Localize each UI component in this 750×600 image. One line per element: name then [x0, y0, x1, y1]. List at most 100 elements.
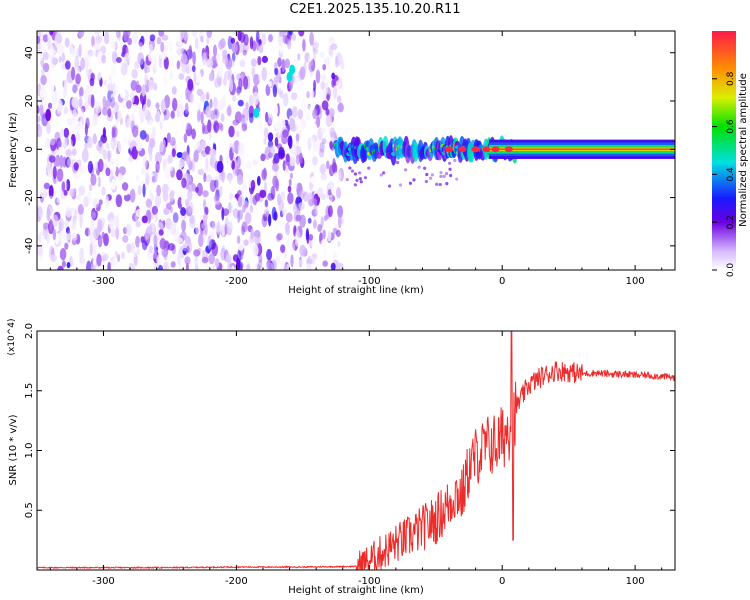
spectrogram-cell — [118, 45, 122, 56]
spectrogram-cell — [268, 34, 273, 43]
spectrogram-cell — [217, 99, 224, 112]
spectrogram-cell — [331, 79, 335, 88]
spectrogram-cell — [108, 218, 116, 230]
spectrogram-cell — [56, 33, 63, 44]
spectrogram-cell — [107, 107, 112, 118]
spectrogram-cell — [439, 174, 443, 179]
spectrogram-cell — [111, 126, 115, 139]
spectrogram-cell — [196, 182, 203, 197]
spectrogram-cell — [163, 74, 168, 87]
spectrogram-cell — [93, 160, 98, 170]
spectrogram-cell — [90, 173, 97, 186]
spectrogram-cell — [298, 202, 305, 210]
spectrogram-cell — [159, 71, 165, 79]
spectrogram-cell — [320, 172, 328, 181]
spectrogram-cell — [77, 65, 82, 73]
spectrogram-cell — [161, 34, 169, 41]
spectrogram-cell — [120, 62, 128, 76]
spectrogram-cell — [291, 92, 298, 100]
spectrogram-cell — [471, 146, 480, 153]
spectrogram-cell — [458, 146, 467, 153]
spectrogram-cell — [292, 105, 298, 118]
spectrogram-cell — [321, 100, 329, 111]
spectrogram-cell — [259, 120, 264, 133]
spectrogram-cell — [135, 143, 143, 152]
spectrogram-cell — [73, 220, 77, 230]
spectrogram-cell — [183, 31, 187, 41]
spectrogram-cell — [142, 104, 148, 117]
colorbar-gradient — [712, 31, 736, 270]
spectrogram-cell — [295, 214, 302, 222]
spectrogram-cell — [231, 142, 235, 154]
spectrogram-cell — [72, 260, 77, 270]
spectrogram-cell — [101, 231, 105, 239]
spectrogram-cell — [482, 146, 491, 153]
spectrogram-cell — [90, 211, 97, 219]
spectrogram-cell — [263, 137, 267, 145]
spectrogram-cell — [232, 208, 240, 219]
spectrogram-cell — [150, 92, 157, 103]
spectrogram-cell — [348, 166, 352, 170]
spectrogram-cell — [77, 120, 83, 134]
spectrogram-cell — [63, 127, 70, 138]
spectrogram-cell — [294, 182, 298, 191]
spectrogram-cell — [185, 263, 189, 270]
spectrogram-cell — [243, 75, 249, 90]
spectrogram-cell — [140, 112, 144, 124]
spectrogram-cell — [277, 72, 281, 79]
spectrogram-cell — [58, 56, 62, 63]
spectrogram-cell — [231, 265, 235, 270]
spectrogram-cell — [290, 254, 294, 268]
spectrogram-cell — [117, 139, 123, 153]
spectrogram-cell — [215, 222, 223, 233]
spectrogram-cell — [251, 58, 257, 67]
spectrogram-cell — [50, 55, 57, 69]
spectrogram-cell — [46, 70, 53, 85]
spectrogram-cell — [335, 80, 340, 88]
spectrogram-cell — [280, 244, 286, 253]
spectrogram-cell — [445, 182, 449, 186]
spectrogram-cell — [359, 180, 363, 184]
spectrogram-cell — [268, 179, 272, 190]
spectrogram-cell — [90, 94, 95, 108]
spectrogram-cell — [424, 179, 428, 184]
spectrogram-cell — [45, 138, 52, 148]
spectrogram-cell — [329, 98, 336, 110]
spectrogram-cell — [250, 228, 254, 240]
spectrogram-cell — [504, 146, 513, 153]
colorbar: 0.0 0.2 0.4 0.6 0.8 Normalized spectral ampl… — [712, 31, 749, 277]
spectrogram-cell — [57, 265, 64, 270]
spectrogram-cell — [243, 239, 249, 246]
spectrogram-cell — [90, 72, 95, 81]
spectrogram-cell — [103, 148, 107, 160]
spectrogram-cell — [113, 85, 119, 93]
spectrogram-cell — [382, 171, 386, 175]
spectrogram-cell — [170, 110, 175, 119]
spectrogram-cell — [124, 52, 131, 64]
spectrogram-cell — [186, 122, 192, 130]
spectrogram-cell — [281, 208, 287, 216]
spectrogram-cell — [67, 157, 74, 168]
spectrogram-cell — [250, 179, 256, 192]
spectrogram-cell — [237, 190, 242, 197]
spectrogram-cell — [430, 173, 434, 177]
spectrogram-cell — [264, 199, 269, 208]
spectrogram-cell — [279, 261, 286, 270]
spectrogram-cell — [252, 195, 258, 206]
spectrogram-cell — [229, 78, 233, 92]
spectrogram-cell — [290, 124, 297, 133]
spectrogram-cell — [231, 160, 235, 170]
spectrogram-cell — [281, 58, 286, 73]
snr-line — [37, 331, 675, 570]
spectrogram-cell — [204, 206, 209, 216]
spectrogram-cell — [306, 263, 312, 270]
spectrogram-cell — [148, 245, 153, 254]
spectrogram-cell — [59, 200, 64, 208]
spectrogram-cell — [197, 206, 201, 213]
spectrogram-cell — [117, 253, 121, 263]
spectrogram-cell — [125, 77, 131, 91]
spectrogram-cell — [408, 181, 413, 185]
spectrogram-cell — [40, 87, 47, 97]
spectrogram-cell — [299, 152, 303, 164]
spectrogram-cell — [284, 58, 290, 69]
